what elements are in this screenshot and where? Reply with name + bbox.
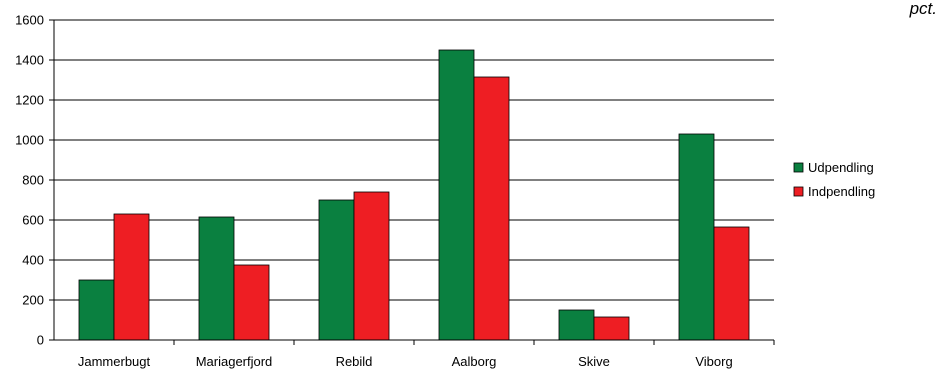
tick-labels: 0 200 400 600 800 1000 1200 1400 1600 Jammerbugt M… xyxy=(15,13,733,370)
bar-indpendling-viborg xyxy=(713,226,750,341)
y-tick-label: 400 xyxy=(22,253,44,268)
x-tick-label: Rebild xyxy=(336,354,373,369)
x-tick-label: Skive xyxy=(578,354,610,369)
legend-label-indpendling: Indpendling xyxy=(808,184,875,199)
bars xyxy=(78,49,750,341)
bar-indpendling-skive xyxy=(593,316,630,341)
bar-udpendling-skive xyxy=(558,309,595,341)
bar-udpendling-viborg xyxy=(678,133,715,341)
x-tick-label: Aalborg xyxy=(452,354,497,369)
bar-udpendling-rebild xyxy=(318,199,355,341)
y-tick-label: 1600 xyxy=(15,13,44,28)
x-tick-label: Jammerbugt xyxy=(78,354,151,369)
bar-indpendling-mariagerfjord xyxy=(233,264,270,341)
y-tick-label: 200 xyxy=(22,293,44,308)
y-tick-label: 1200 xyxy=(15,93,44,108)
y-tick-label: 1000 xyxy=(15,133,44,148)
bar-udpendling-mariagerfjord xyxy=(198,216,235,341)
legend-label-udpendling: Udpendling xyxy=(808,160,874,175)
y-tick-label: 600 xyxy=(22,213,44,228)
legend: Udpendling Indpendling xyxy=(793,160,875,199)
y-tick-label: 800 xyxy=(22,173,44,188)
unit-label: pct. xyxy=(909,0,937,18)
axes xyxy=(49,19,775,345)
bar-udpendling-aalborg xyxy=(438,49,475,341)
bar-udpendling-jammerbugt xyxy=(78,279,115,341)
gridlines xyxy=(54,19,774,301)
x-tick-label: Viborg xyxy=(695,354,732,369)
y-tick-label: 0 xyxy=(37,333,44,348)
bar-indpendling-aalborg xyxy=(473,76,510,341)
y-tick-label: 1400 xyxy=(15,53,44,68)
legend-swatch-udpendling xyxy=(793,162,804,173)
legend-swatch-indpendling xyxy=(793,186,804,197)
bar-indpendling-rebild xyxy=(353,191,390,341)
x-tick-label: Mariagerfjord xyxy=(196,354,273,369)
bar-indpendling-jammerbugt xyxy=(113,213,150,341)
